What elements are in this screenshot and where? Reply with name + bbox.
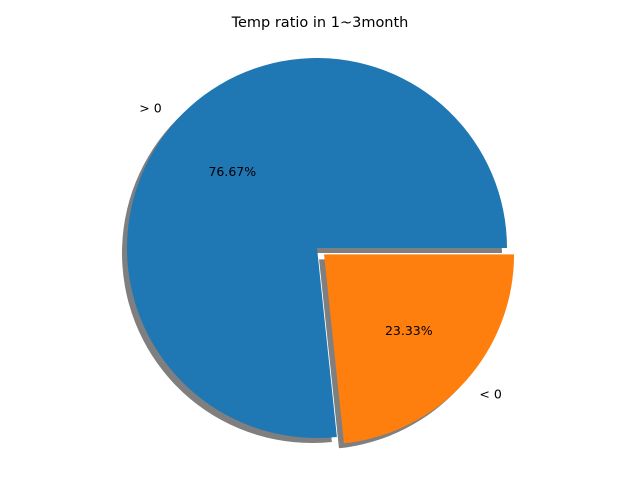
- slice-layer: [127, 58, 515, 444]
- pie-slice-lt-0: [324, 254, 515, 444]
- category-label-gt-0: > 0: [139, 101, 161, 116]
- pct-label-lt-0: 23.33%: [385, 323, 433, 338]
- pct-label-gt-0: 76.67%: [208, 164, 256, 179]
- category-label-lt-0: < 0: [479, 387, 501, 402]
- chart-title: Temp ratio in 1~3month: [231, 15, 409, 31]
- pie-slice-gt-0: [127, 58, 508, 438]
- label-layer: 76.67% > 0 23.33% < 0: [139, 101, 502, 402]
